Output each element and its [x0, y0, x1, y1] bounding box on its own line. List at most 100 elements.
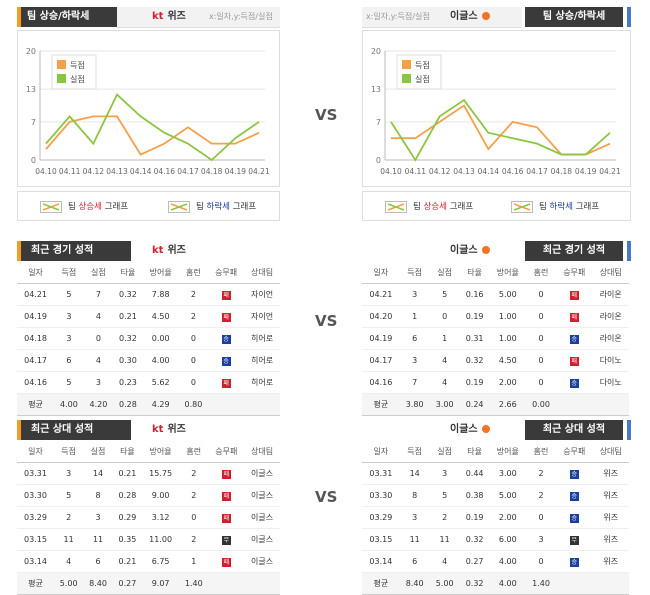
column-header: 상대팀	[244, 261, 280, 284]
table-cell: 라이온	[592, 284, 629, 306]
y-tick-label: 7	[376, 118, 381, 127]
table-cell: 03.29	[362, 507, 400, 529]
table-cell: 04.21	[362, 284, 400, 306]
x-tick-label: 04.13	[453, 167, 475, 176]
table-cell: 0.32	[460, 529, 490, 551]
table-cell: 04.18	[17, 328, 54, 350]
table-cell: 5	[430, 284, 460, 306]
column-header: 실점	[84, 261, 114, 284]
result-badge-cell: 패	[208, 306, 244, 328]
table-cell: 0	[430, 306, 460, 328]
table-cell: 04.17	[17, 350, 54, 372]
result-badge: 패	[222, 470, 231, 479]
table-cell: 5.00	[490, 284, 526, 306]
table-cell: 2	[179, 463, 208, 485]
trend-header: 팀 상승/하락세	[21, 7, 117, 27]
table-cell: 0	[526, 350, 556, 372]
table-cell: 11	[430, 529, 460, 551]
result-badge: 패	[222, 379, 231, 388]
table-cell: 2	[179, 529, 208, 551]
result-badge-cell: 패	[208, 372, 244, 394]
column-header: 실점	[430, 440, 460, 463]
table-cell: 03.31	[17, 463, 54, 485]
table-cell: 이글스	[244, 551, 280, 573]
result-badge: 승	[570, 558, 579, 567]
table-cell: 04.19	[362, 328, 400, 350]
table-cell: 1.00	[490, 328, 526, 350]
result-badge: 패	[570, 357, 579, 366]
table-cell: 2	[179, 306, 209, 328]
y-tick-label: 0	[376, 156, 381, 165]
result-badge-cell: 승	[208, 328, 244, 350]
axis-note: x:일자,y:득점/실점	[366, 7, 430, 27]
table-cell: 04.17	[362, 350, 400, 372]
x-tick-label: 04.18	[551, 167, 573, 176]
x-tick-label: 04.21	[248, 167, 270, 176]
table-cell: 5.62	[143, 372, 179, 394]
table-cell: 평균	[362, 394, 400, 416]
table-cell: 자이언	[244, 284, 280, 306]
trend-legend: 팀 상승세 그래프 팀 하락세 그래프	[17, 191, 280, 221]
table-cell	[208, 394, 244, 416]
trend-header: 팀 상승/하락세	[525, 7, 623, 27]
fall-graph-icon	[168, 201, 190, 213]
table-cell: 0.21	[113, 463, 142, 485]
column-header: 타율	[113, 440, 142, 463]
table-cell: 3.80	[400, 394, 430, 416]
table-cell: 4.50	[143, 306, 179, 328]
result-badge-cell: 패	[208, 463, 244, 485]
table-cell: 3	[430, 463, 460, 485]
column-header: 승무패	[556, 440, 592, 463]
table-cell: 위즈	[592, 507, 629, 529]
table-cell: 3.12	[142, 507, 179, 529]
series-line-0	[391, 106, 610, 155]
table-cell: 2	[54, 507, 83, 529]
column-header: 실점	[83, 440, 112, 463]
result-badge: 승	[570, 335, 579, 344]
table-cell: 2	[430, 507, 460, 529]
table-cell: 1	[179, 551, 208, 573]
table-cell: 11	[54, 529, 83, 551]
table-cell: 4.20	[84, 394, 114, 416]
table-cell: 0	[526, 306, 556, 328]
section-header: 최근 상대 성적	[21, 420, 131, 440]
trend-header-title: 팀 상승/하락세	[27, 11, 89, 22]
legend-swatch	[57, 60, 66, 69]
series-line-1	[46, 95, 259, 160]
table-cell: 03.30	[362, 485, 400, 507]
result-badge-cell: 승	[556, 485, 592, 507]
table-cell: 0	[526, 507, 556, 529]
header-accent	[627, 241, 631, 261]
table-cell: 8.40	[400, 573, 430, 595]
table-cell	[556, 394, 592, 416]
table-cell	[556, 573, 592, 595]
table-cell: 4.00	[490, 573, 526, 595]
table-cell: 0.30	[113, 350, 143, 372]
table-cell: 6	[400, 551, 430, 573]
section-title: 최근 상대 성적	[31, 424, 93, 435]
table-cell: 15.75	[142, 463, 179, 485]
table-cell: 4.00	[490, 551, 526, 573]
x-tick-label: 04.14	[130, 167, 152, 176]
table-cell: 0.29	[113, 507, 142, 529]
table-cell: 03.15	[362, 529, 400, 551]
table-cell: 04.21	[17, 284, 54, 306]
table-cell: 4	[54, 551, 83, 573]
table-cell: 3	[400, 350, 430, 372]
table-cell: 1.40	[526, 573, 556, 595]
table-cell: 0	[84, 328, 114, 350]
trend-legend: 팀 상승세 그래프 팀 하락세 그래프	[362, 191, 631, 221]
table-cell: 2	[526, 463, 556, 485]
kt-logo: kt	[152, 245, 163, 256]
column-header: 득점	[400, 261, 430, 284]
vs-label: VS	[315, 488, 337, 506]
table-cell: 6	[54, 350, 84, 372]
